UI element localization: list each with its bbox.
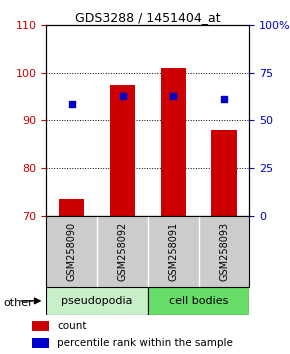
Bar — [211, 130, 237, 216]
Bar — [32, 321, 49, 331]
Bar — [32, 338, 49, 348]
Point — [120, 93, 125, 99]
Text: other: other — [3, 298, 33, 308]
Bar — [59, 199, 84, 216]
Bar — [161, 68, 186, 216]
Text: pseudopodia: pseudopodia — [61, 296, 133, 306]
Title: GDS3288 / 1451404_at: GDS3288 / 1451404_at — [75, 11, 221, 24]
Text: GSM258091: GSM258091 — [168, 222, 178, 281]
Text: GSM258093: GSM258093 — [219, 222, 229, 281]
Text: GSM258092: GSM258092 — [117, 222, 128, 281]
Bar — [46, 287, 148, 315]
Point — [171, 93, 176, 98]
Bar — [110, 85, 135, 216]
Text: cell bodies: cell bodies — [169, 296, 228, 306]
Point — [70, 101, 74, 107]
Point — [222, 96, 226, 102]
Text: count: count — [57, 321, 87, 331]
Bar — [148, 287, 249, 315]
Text: GSM258090: GSM258090 — [67, 222, 77, 281]
Text: percentile rank within the sample: percentile rank within the sample — [57, 338, 233, 348]
